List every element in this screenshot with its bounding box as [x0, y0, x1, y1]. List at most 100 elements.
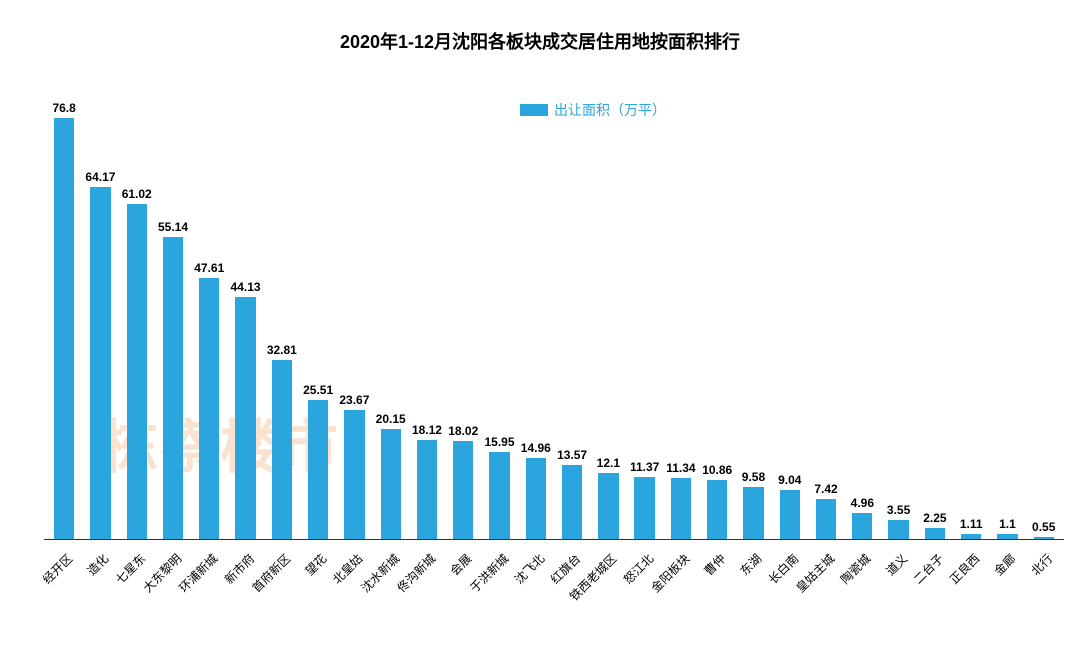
bar-value-label: 13.57: [557, 448, 587, 462]
bar-slot: 32.81: [264, 100, 300, 540]
plot-area: 栋察楼市 76.864.1761.0255.1447.6144.1332.812…: [44, 100, 1064, 540]
bar-rect: [90, 187, 110, 540]
x-label-slot: 沈飞北: [518, 544, 554, 634]
bar-value-label: 32.81: [267, 343, 297, 357]
bar-slot: 55.14: [155, 100, 191, 540]
bar-slot: 25.51: [300, 100, 336, 540]
bar-rect: [235, 297, 255, 540]
bar-slot: 4.96: [844, 100, 880, 540]
bar-rect: [671, 478, 691, 540]
bar-rect: [743, 487, 763, 540]
bar-value-label: 7.42: [814, 482, 837, 496]
x-label-slot: 首府新区: [264, 544, 300, 634]
bar-slot: 11.37: [627, 100, 663, 540]
bar-slot: 18.12: [409, 100, 445, 540]
bar-rect: [344, 410, 364, 540]
bar-value-label: 18.12: [412, 423, 442, 437]
x-axis-category-label: 会展: [446, 550, 475, 579]
bar-slot: 47.61: [191, 100, 227, 540]
bar-slot: 11.34: [663, 100, 699, 540]
bar-value-label: 18.02: [448, 424, 478, 438]
bar-slot: 3.55: [880, 100, 916, 540]
x-label-slot: 造化: [82, 544, 118, 634]
bar-value-label: 55.14: [158, 220, 188, 234]
bar-value-label: 61.02: [122, 187, 152, 201]
bar-slot: 15.95: [481, 100, 517, 540]
bar-value-label: 15.95: [485, 435, 515, 449]
chart-container: 2020年1-12月沈阳各板块成交居住用地按面积排行 出让面积（万平） 栋察楼市…: [0, 0, 1080, 657]
bar-value-label: 47.61: [194, 261, 224, 275]
bar-slot: 44.13: [227, 100, 263, 540]
bar-value-label: 0.55: [1032, 520, 1055, 534]
bar-slot: 18.02: [445, 100, 481, 540]
x-label-slot: 道义: [880, 544, 916, 634]
bar-value-label: 12.1: [597, 456, 620, 470]
bar-slot: 64.17: [82, 100, 118, 540]
bar-slot: 2.25: [917, 100, 953, 540]
bar-rect: [562, 465, 582, 540]
x-axis-labels: 经开区造化七星东大东黎明环浦新城新市府首府新区望花北皇姑沈水新城佟沟新城会展于洪…: [44, 544, 1064, 634]
bar-value-label: 76.8: [52, 101, 75, 115]
bar-value-label: 11.34: [666, 461, 695, 475]
bar-rect: [526, 458, 546, 540]
bar-slot: 7.42: [808, 100, 844, 540]
x-label-slot: 皇姑主城: [808, 544, 844, 634]
x-label-slot: 北行: [1026, 544, 1062, 634]
bar-value-label: 44.13: [231, 280, 261, 294]
bar-value-label: 1.1: [999, 517, 1016, 531]
bar-value-label: 25.51: [303, 383, 333, 397]
bar-rect: [308, 400, 328, 540]
x-axis-category-label: 造化: [83, 550, 112, 579]
bar-rect: [634, 477, 654, 540]
bar-rect: [489, 452, 509, 540]
x-label-slot: 于洪新城: [481, 544, 517, 634]
bar-slot: 10.86: [699, 100, 735, 540]
x-axis-baseline: [44, 539, 1064, 540]
bar-rect: [852, 513, 872, 540]
bar-slot: 9.58: [735, 100, 771, 540]
x-label-slot: 经开区: [46, 544, 82, 634]
bar-rect: [417, 440, 437, 540]
bar-value-label: 9.04: [778, 473, 801, 487]
x-label-slot: 正良西: [953, 544, 989, 634]
x-axis-category-label: 经开区: [39, 550, 76, 587]
x-label-slot: 望花: [300, 544, 336, 634]
bar-slot: 14.96: [518, 100, 554, 540]
x-axis-category-label: 金廊: [990, 550, 1019, 579]
x-axis-category-label: 望花: [301, 550, 330, 579]
bar-value-label: 4.96: [851, 496, 874, 510]
chart-title: 2020年1-12月沈阳各板块成交居住用地按面积排行: [0, 0, 1080, 54]
bar-value-label: 23.67: [339, 393, 369, 407]
bar-slot: 12.1: [590, 100, 626, 540]
x-label-slot: 金阳板块: [663, 544, 699, 634]
x-label-slot: 铁西老城区: [590, 544, 626, 634]
x-axis-category-label: 北行: [1027, 550, 1056, 579]
bar-rect: [272, 360, 292, 540]
bar-value-label: 1.11: [960, 517, 983, 531]
bar-rect: [598, 473, 618, 540]
bar-rect: [453, 441, 473, 540]
bar-slot: 1.1: [989, 100, 1025, 540]
bar-value-label: 10.86: [702, 463, 732, 477]
bar-slot: 23.67: [336, 100, 372, 540]
bar-rect: [707, 480, 727, 540]
bar-slot: 9.04: [772, 100, 808, 540]
bar-rect: [816, 499, 836, 540]
bar-slot: 13.57: [554, 100, 590, 540]
x-label-slot: 金廊: [989, 544, 1025, 634]
bar-value-label: 2.25: [923, 511, 946, 525]
x-label-slot: 佟沟新城: [409, 544, 445, 634]
x-axis-category-label: 曹仲: [700, 550, 729, 579]
bar-slot: 20.15: [373, 100, 409, 540]
bar-rect: [163, 237, 183, 540]
x-axis-category-label: 东湖: [737, 550, 766, 579]
bar-rect: [199, 278, 219, 540]
bar-value-label: 3.55: [887, 503, 910, 517]
x-label-slot: 环浦新城: [191, 544, 227, 634]
bar-rect: [54, 118, 74, 540]
bar-rect: [780, 490, 800, 540]
bar-value-label: 14.96: [521, 441, 551, 455]
bar-slot: 76.8: [46, 100, 82, 540]
bar-value-label: 11.37: [630, 460, 659, 474]
x-label-slot: 东湖: [735, 544, 771, 634]
